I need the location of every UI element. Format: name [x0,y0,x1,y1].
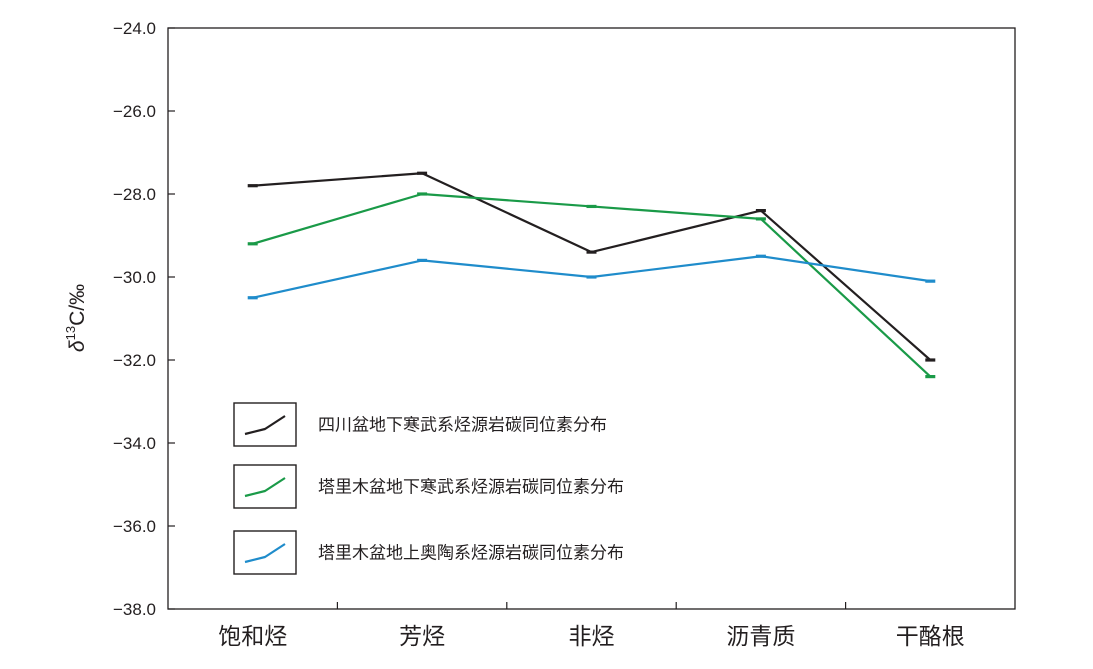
legend-label: 四川盆地下寒武系烃源岩碳同位素分布 [318,416,607,436]
y-tick-label: −36.0 [113,517,156,536]
legend-swatch-box [233,402,297,447]
x-tick-label: 干酪根 [896,624,965,650]
legend-label: 塔里木盆地下寒武系烃源岩碳同位素分布 [318,478,624,498]
plot-frame [167,27,1016,610]
y-tick-label: −32.0 [113,351,156,370]
y-axis-label-sup: 13 [63,326,78,340]
x-tick-label: 非烃 [569,624,615,650]
legend-swatch-box [233,530,297,575]
y-tick-label: −24.0 [113,19,156,38]
y-tick-label: −26.0 [113,102,156,121]
legend-swatch-line [244,477,286,498]
x-tick-label: 芳烃 [399,624,445,650]
y-tick-label: −28.0 [113,185,156,204]
x-tick-label: 沥青质 [726,624,795,650]
y-axis-label-suffix: C/‰ [66,284,89,326]
y-tick-label: −34.0 [113,434,156,453]
series-line [252,192,932,378]
x-tick-label: 饱和烃 [218,624,287,650]
y-axis-label: δ13C/‰ [63,284,89,352]
y-tick-label: −38.0 [113,600,156,619]
legend-swatch-box [233,464,297,509]
legend-swatch-line [244,415,286,436]
legend-swatch-line [244,543,286,564]
y-axis-label-prefix: δ [66,340,89,352]
y-tick-label: −30.0 [113,268,156,287]
legend-label: 塔里木盆地上奥陶系烃源岩碳同位素分布 [318,544,624,564]
